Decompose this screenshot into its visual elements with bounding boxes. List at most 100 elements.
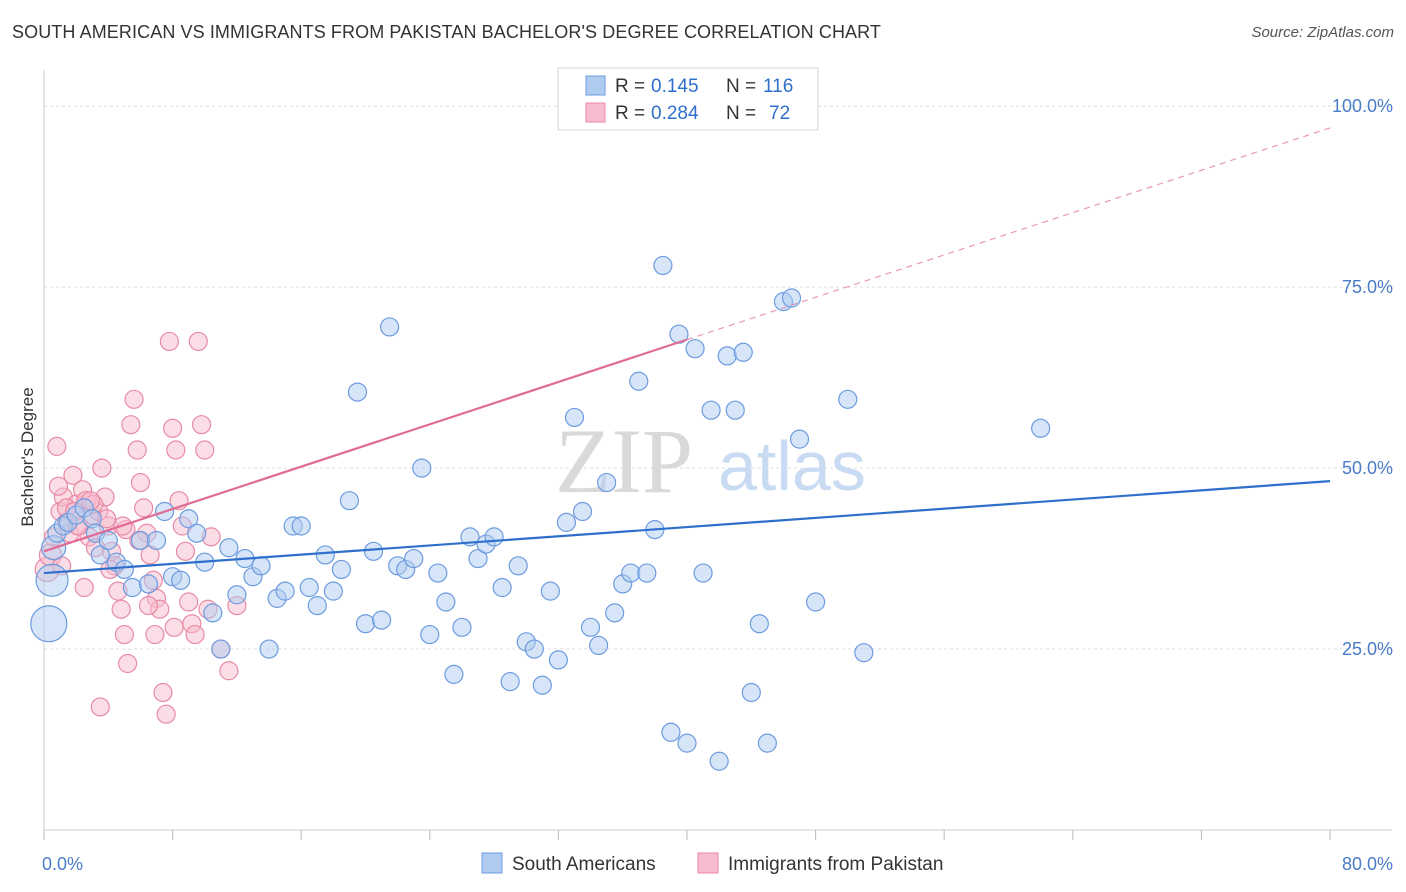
south-american-point-61 [500,672,520,692]
south-american-point-54 [444,664,464,684]
legend-n-value-pink: 72 [769,103,790,124]
south-american-point-69 [564,407,585,428]
south-american-point-25 [211,639,231,659]
south-american-point-21 [179,509,199,529]
south-american-point-90 [733,342,753,362]
south-american-point-78 [637,563,657,583]
south-american-point-42 [347,382,368,402]
chart-title: SOUTH AMERICAN VS IMMIGRANTS FROM PAKIST… [12,22,882,42]
south-american-point-52 [428,563,448,583]
south-american-point-15 [130,530,151,551]
legend-n-label-pink: N = [726,103,756,124]
south-american-point-96 [789,429,810,449]
trend-lines [43,127,1331,575]
pakistan-point-64 [164,617,184,637]
legend-n-value-blue: 116 [763,76,793,97]
south-american-point-88 [717,346,737,366]
pakistan-point-17 [92,458,112,478]
y-tick-labels: 25.0% 50.0% 75.0% 100.0% [1332,96,1393,659]
south-american-point-37 [307,596,327,616]
pakistan-point-36 [153,682,173,703]
south-american-point-77 [629,371,649,391]
legend-r-label-pink: R = [615,103,645,124]
pakistan-point-23 [111,599,131,619]
south-american-point-65 [532,675,552,695]
pakistan-point-28 [127,440,147,460]
pakistan-point-53 [219,661,239,681]
pakistan-point-8 [63,465,83,485]
series-label-south-americans: South Americans [512,854,656,875]
pakistan-point-44 [179,592,199,612]
series-swatch-south-americans [481,852,503,874]
pakistan-point-43 [175,541,196,561]
pakistan-point-37 [156,704,176,724]
legend-r-label-blue: R = [615,76,645,97]
south-american-point-51 [420,624,440,645]
south-american-points [30,255,1051,771]
y-axis-label: Bachelor's Degree [18,387,37,526]
pakistan-point-63 [138,596,159,616]
south-american-point-14 [122,577,143,598]
south-american-point-35 [291,516,311,536]
south-american-point-41 [339,491,360,511]
pakistan-point-65 [48,476,69,496]
south-american-point-45 [371,610,392,630]
watermark: ZIP atlas [555,410,866,512]
south-american-point-98 [838,389,858,409]
y-tick-label-0: 25.0% [1342,639,1393,659]
pakistan-trend-line [43,338,688,553]
pakistan-point-38 [159,331,179,352]
pakistan-point-30 [134,498,154,518]
south-american-point-33 [275,581,295,601]
south-american-point-9 [90,545,110,565]
south-american-point-100 [1031,418,1051,438]
x-tick-labels: 0.0% 80.0% [42,854,1393,874]
south-american-point-60 [492,577,512,598]
axes [43,70,1392,840]
south-american-point-73 [597,472,617,493]
pakistan-point-39 [163,418,183,438]
legend-swatch-pink [585,102,606,123]
y-tick-label-2: 75.0% [1342,277,1393,297]
south-american-point-68 [556,512,577,532]
legend-swatch-blue [585,75,606,96]
south-american-point-20 [171,570,191,590]
legend-box: R = 0.145 N = 116 R = 0.284 N = 72 [557,67,819,131]
legend-n-label-blue: N = [726,76,756,97]
south-american-point-92 [749,614,769,634]
south-american-point-24 [203,603,223,623]
pakistan-point-46 [185,624,205,645]
south-american-point-17 [146,530,167,551]
south-american-point-85 [693,563,713,583]
south-american-point-11 [98,530,118,551]
pakistan-point-62 [90,697,110,717]
south-american-point-95 [781,288,802,308]
south-american-point-0 [30,605,68,643]
south-american-point-76 [621,563,641,583]
south-american-point-99 [854,643,874,663]
south-american-point-46 [380,317,400,337]
south-american-point-66 [540,581,560,601]
south-american-point-30 [251,556,271,576]
south-american-point-55 [452,617,472,637]
south-american-point-59 [484,527,504,547]
south-american-point-83 [677,733,697,753]
south-american-point-27 [227,585,247,605]
south-american-point-86 [701,400,721,420]
pakistan-point-3 [47,436,67,456]
south-american-point-22 [187,523,207,543]
south-american-point-43 [355,614,376,634]
y-tick-label-3: 100.0% [1332,96,1393,116]
series-swatch-pakistan [697,852,719,874]
pakistan-trend-extension [686,127,1331,341]
series-label-pakistan: Immigrants from Pakistan [728,854,943,875]
x-tick-label-0: 0.0% [42,854,83,874]
south-american-point-93 [757,733,777,753]
south-american-point-53 [436,592,456,612]
pakistan-point-29 [130,472,151,493]
pakistan-point-40 [166,440,186,460]
south-american-point-44 [363,541,384,561]
south-american-point-84 [685,339,705,359]
south-american-point-13 [114,559,134,580]
